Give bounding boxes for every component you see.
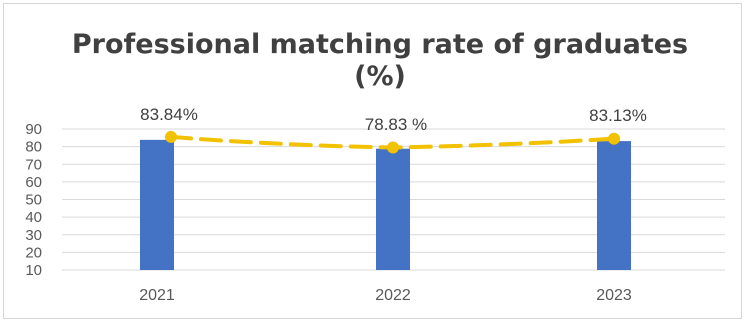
chart-title-line-1: Professional matching rate of graduates: [72, 29, 688, 60]
x-tick-label: 2022: [375, 287, 411, 304]
y-tick-label: 40: [25, 209, 42, 226]
overlay-line-marker: [165, 130, 177, 143]
x-axis-ticks: 2021 2022 2023: [139, 287, 632, 304]
y-tick-label: 70: [25, 156, 42, 173]
bars: [140, 139, 631, 270]
chart-border: [3, 3, 742, 319]
data-label: 83.84%: [140, 105, 198, 124]
y-tick-label: 50: [25, 192, 42, 209]
y-tick-label: 10: [25, 262, 42, 279]
chart-title-line-2: (%): [354, 61, 406, 92]
y-tick-label: 30: [25, 227, 42, 244]
data-label: 78.83 %: [365, 115, 427, 134]
y-tick-label: 80: [25, 139, 42, 156]
x-tick-label: 2021: [139, 287, 175, 304]
overlay-line-marker: [387, 141, 399, 154]
y-tick-label: 90: [25, 121, 42, 138]
overlay-line: [165, 130, 620, 154]
bar: [376, 148, 410, 270]
bar: [140, 139, 174, 270]
x-tick-label: 2023: [596, 287, 632, 304]
bar: [597, 141, 631, 270]
y-tick-label: 60: [25, 174, 42, 191]
y-tick-label: 20: [25, 244, 42, 261]
data-label: 83.13%: [589, 106, 647, 125]
overlay-line-marker: [608, 132, 620, 145]
data-labels: 83.84% 78.83 % 83.13%: [140, 105, 647, 134]
